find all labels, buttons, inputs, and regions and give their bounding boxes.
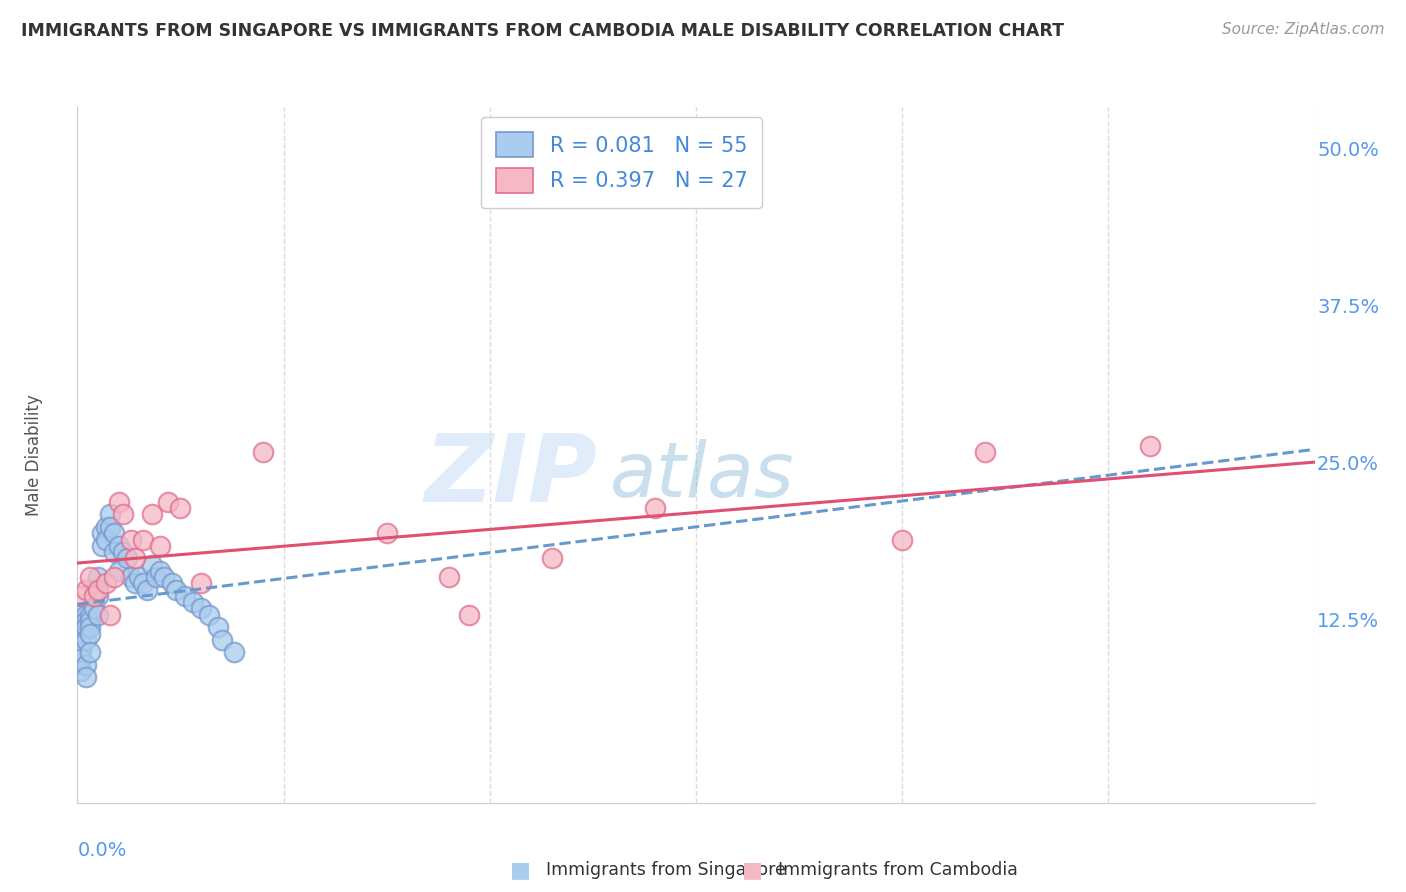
- Point: [87, 589, 110, 603]
- Point: [103, 545, 125, 559]
- Point: [83, 601, 105, 615]
- Text: Immigrants from Singapore: Immigrants from Singapore: [546, 861, 786, 879]
- Text: 0.0%: 0.0%: [77, 841, 127, 860]
- Point: [79, 645, 101, 659]
- Point: [115, 551, 138, 566]
- Point: [87, 582, 110, 597]
- Text: ZIP: ZIP: [425, 430, 598, 522]
- Point: [83, 589, 105, 603]
- Point: [70, 664, 93, 678]
- Point: [165, 582, 187, 597]
- Point: [79, 626, 101, 640]
- Point: [157, 495, 180, 509]
- Point: [79, 614, 101, 628]
- Point: [149, 539, 172, 553]
- Point: [145, 570, 167, 584]
- Point: [91, 526, 114, 541]
- Point: [160, 576, 183, 591]
- Point: [891, 533, 914, 547]
- Point: [437, 570, 460, 584]
- Text: atlas: atlas: [609, 439, 794, 513]
- Point: [70, 632, 93, 647]
- Text: ■: ■: [510, 860, 530, 880]
- Point: [153, 570, 176, 584]
- Point: [98, 520, 121, 534]
- Text: 37.5%: 37.5%: [1317, 298, 1379, 318]
- Point: [75, 582, 97, 597]
- Point: [75, 614, 97, 628]
- Point: [458, 607, 481, 622]
- Point: [107, 495, 129, 509]
- Point: [75, 607, 97, 622]
- Point: [79, 620, 101, 634]
- Point: [107, 564, 129, 578]
- Point: [83, 589, 105, 603]
- Point: [75, 657, 97, 672]
- Point: [252, 444, 274, 458]
- Point: [198, 607, 221, 622]
- Point: [70, 651, 93, 665]
- Text: 50.0%: 50.0%: [1317, 142, 1379, 161]
- Point: [75, 670, 97, 684]
- Text: ■: ■: [742, 860, 762, 880]
- Point: [120, 533, 142, 547]
- Point: [141, 558, 163, 572]
- Point: [124, 551, 146, 566]
- Point: [79, 570, 101, 584]
- Point: [70, 626, 93, 640]
- Point: [111, 508, 134, 522]
- Point: [190, 576, 212, 591]
- Point: [540, 551, 562, 566]
- Point: [96, 576, 118, 591]
- Legend: R = 0.081   N = 55, R = 0.397   N = 27: R = 0.081 N = 55, R = 0.397 N = 27: [481, 118, 762, 208]
- Point: [973, 444, 995, 458]
- Point: [128, 570, 150, 584]
- Point: [79, 607, 101, 622]
- Point: [98, 607, 121, 622]
- Point: [141, 508, 163, 522]
- Point: [149, 564, 172, 578]
- Text: 12.5%: 12.5%: [1317, 612, 1379, 631]
- Point: [83, 582, 105, 597]
- Point: [70, 620, 93, 634]
- Point: [107, 539, 129, 553]
- Point: [207, 620, 229, 634]
- Point: [75, 632, 97, 647]
- Point: [124, 576, 146, 591]
- Point: [190, 601, 212, 615]
- Text: IMMIGRANTS FROM SINGAPORE VS IMMIGRANTS FROM CAMBODIA MALE DISABILITY CORRELATIO: IMMIGRANTS FROM SINGAPORE VS IMMIGRANTS …: [21, 22, 1064, 40]
- Point: [644, 501, 666, 516]
- Point: [132, 576, 155, 591]
- Point: [136, 582, 159, 597]
- Text: Immigrants from Cambodia: Immigrants from Cambodia: [778, 861, 1018, 879]
- Point: [70, 645, 93, 659]
- Point: [103, 526, 125, 541]
- Point: [1139, 438, 1161, 452]
- Point: [70, 589, 93, 603]
- Point: [173, 589, 195, 603]
- Point: [375, 526, 398, 541]
- Point: [87, 570, 110, 584]
- Point: [181, 595, 204, 609]
- Point: [132, 533, 155, 547]
- Point: [211, 632, 233, 647]
- Point: [91, 539, 114, 553]
- Point: [96, 533, 118, 547]
- Text: Male Disability: Male Disability: [25, 394, 44, 516]
- Point: [111, 545, 134, 559]
- Point: [222, 645, 245, 659]
- Point: [98, 508, 121, 522]
- Point: [87, 607, 110, 622]
- Point: [103, 570, 125, 584]
- Text: 25.0%: 25.0%: [1317, 455, 1379, 474]
- Point: [96, 520, 118, 534]
- Point: [75, 620, 97, 634]
- Point: [120, 570, 142, 584]
- Text: Source: ZipAtlas.com: Source: ZipAtlas.com: [1222, 22, 1385, 37]
- Point: [169, 501, 191, 516]
- Point: [70, 639, 93, 653]
- Point: [66, 607, 89, 622]
